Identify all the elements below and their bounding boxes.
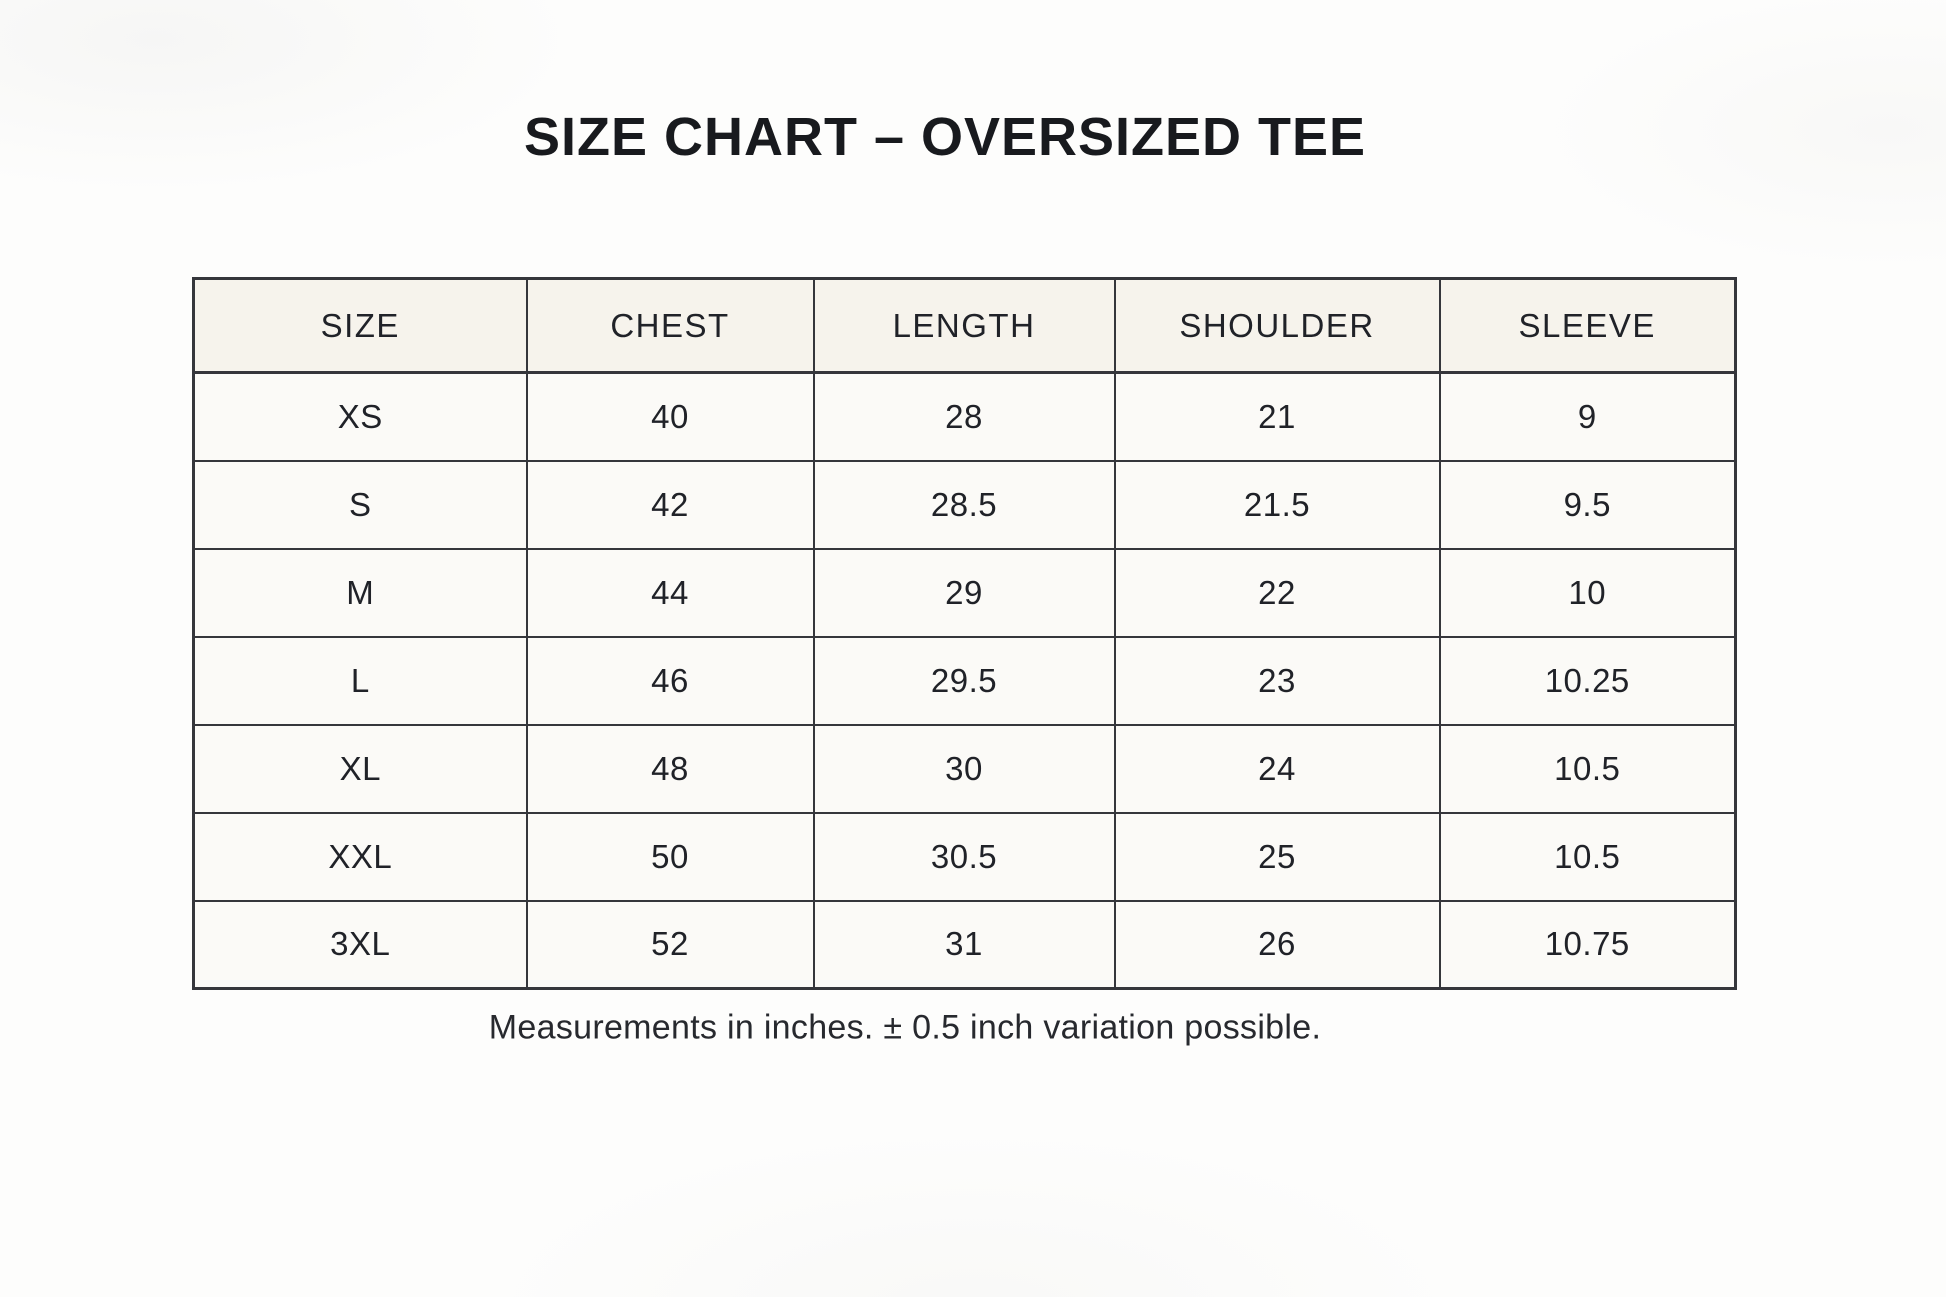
column-header-size: SIZE — [192, 277, 528, 374]
table-cell: 40 — [525, 371, 815, 462]
table-row: XL 48 30 24 10.5 — [192, 723, 1737, 814]
table-cell: 46 — [525, 635, 815, 726]
table-cell: 22 — [1113, 547, 1441, 638]
table-cell: 26 — [1113, 899, 1441, 990]
table-cell: 10.5 — [1438, 723, 1737, 814]
column-header-shoulder: SHOULDER — [1113, 277, 1441, 374]
table-cell: 10.75 — [1438, 899, 1737, 990]
table-cell: 28.5 — [812, 459, 1116, 550]
table-row: XXL 50 30.5 25 10.5 — [192, 811, 1737, 902]
table-row: L 46 29.5 23 10.25 — [192, 635, 1737, 726]
table-row: M 44 29 22 10 — [192, 547, 1737, 638]
row-label: 3XL — [192, 899, 528, 990]
table-cell: 50 — [525, 811, 815, 902]
table-cell: 23 — [1113, 635, 1441, 726]
row-label: XXL — [192, 811, 528, 902]
measurement-note: Measurements in inches. ± 0.5 inch varia… — [488, 1008, 1322, 1047]
table-cell: 10.25 — [1438, 635, 1737, 726]
table-cell: 21.5 — [1113, 459, 1441, 550]
table-cell: 31 — [812, 899, 1116, 990]
row-label: L — [192, 635, 528, 726]
row-label: XS — [192, 371, 528, 462]
table-row: 3XL 52 31 26 10.75 — [192, 899, 1737, 990]
table-cell: 9.5 — [1438, 459, 1737, 550]
table-row: XS 40 28 21 9 — [192, 371, 1737, 462]
table-cell: 9 — [1438, 371, 1737, 462]
table-cell: 30 — [812, 723, 1116, 814]
column-header-length: LENGTH — [812, 277, 1116, 374]
table-cell: 48 — [525, 723, 815, 814]
table-cell: 44 — [525, 547, 815, 638]
column-header-sleeve: SLEEVE — [1438, 277, 1737, 374]
table-row: S 42 28.5 21.5 9.5 — [192, 459, 1737, 550]
column-header-chest: CHEST — [525, 277, 815, 374]
row-label: XL — [192, 723, 528, 814]
table-cell: 28 — [812, 371, 1116, 462]
table-cell: 52 — [525, 899, 815, 990]
table-cell: 25 — [1113, 811, 1441, 902]
table-cell: 24 — [1113, 723, 1441, 814]
table-cell: 10.5 — [1438, 811, 1737, 902]
row-label: S — [192, 459, 528, 550]
table-cell: 42 — [525, 459, 815, 550]
table-cell: 29.5 — [812, 635, 1116, 726]
page-title: SIZE CHART – OVERSIZED TEE — [523, 107, 1367, 167]
row-label: M — [192, 547, 528, 638]
table-cell: 10 — [1438, 547, 1737, 638]
table-header-row: SIZE CHEST LENGTH SHOULDER SLEEVE — [192, 277, 1737, 374]
size-chart-table: SIZE CHEST LENGTH SHOULDER SLEEVE XS 40 28 21 9 S… — [192, 277, 1737, 990]
table-cell: 30.5 — [812, 811, 1116, 902]
table-cell: 21 — [1113, 371, 1441, 462]
table-cell: 29 — [812, 547, 1116, 638]
